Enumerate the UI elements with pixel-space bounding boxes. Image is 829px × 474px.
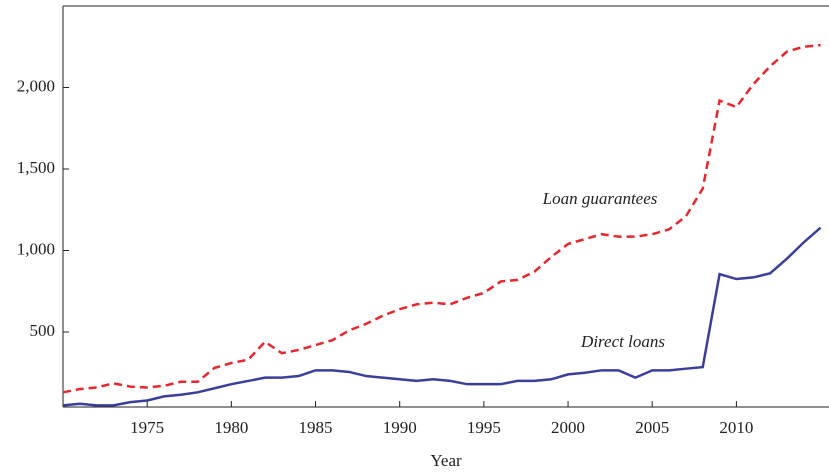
x-tick-label: 1995: [467, 418, 501, 437]
series-line: [62, 43, 821, 394]
x-tick-label: 1985: [299, 418, 333, 437]
series-line: [62, 226, 822, 407]
x-tick-label: 1975: [130, 418, 164, 437]
series-annotation: Loan guarantees: [542, 189, 658, 208]
x-tick-label: 2010: [719, 418, 753, 437]
y-tick-label: 500: [30, 321, 56, 340]
x-tick-label: 1990: [383, 418, 417, 437]
y-tick-label: 1,000: [17, 239, 55, 258]
y-tick-label: 2,000: [17, 76, 55, 95]
x-tick-label: 2000: [551, 418, 585, 437]
y-tick-label: 1,500: [17, 158, 55, 177]
x-tick-label: 2005: [635, 418, 669, 437]
series-annotation: Direct loans: [580, 332, 665, 351]
x-tick-label: 1980: [214, 418, 248, 437]
x-axis-label: Year: [430, 451, 462, 470]
